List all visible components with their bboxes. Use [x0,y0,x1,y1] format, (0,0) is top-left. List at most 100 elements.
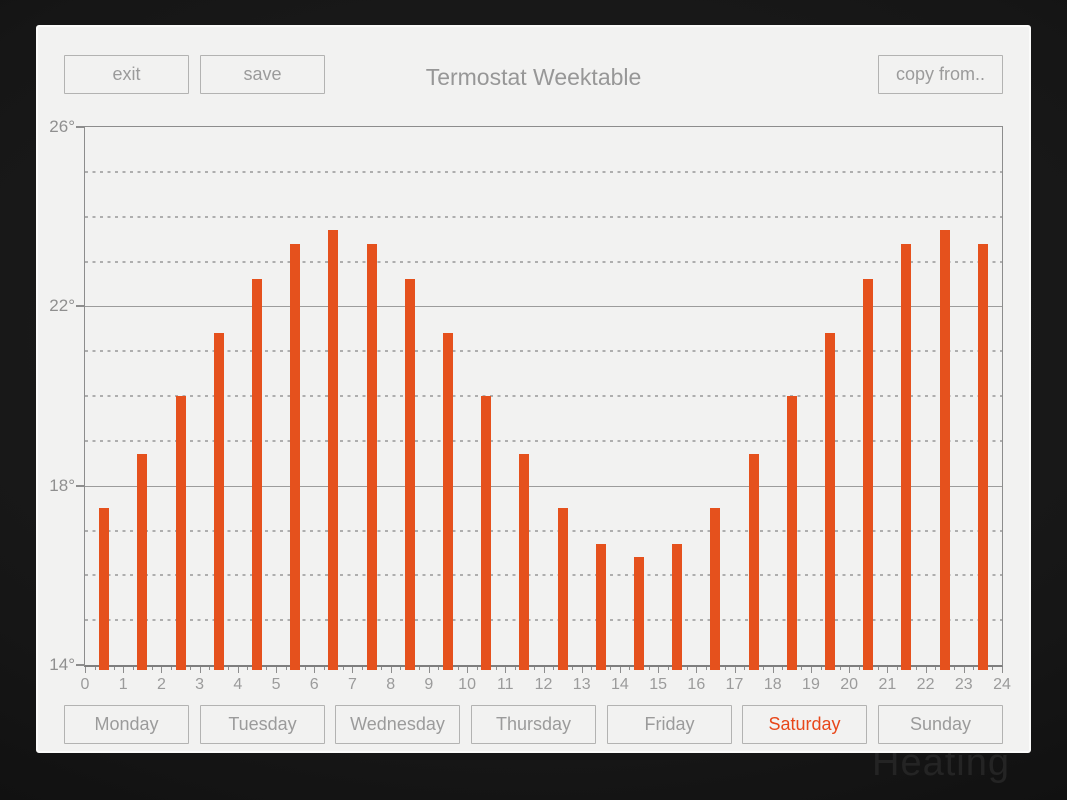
x-axis-tick [352,667,354,673]
bar-hour-13[interactable] [595,543,606,670]
bar-hour-23[interactable] [977,243,988,670]
bar-hour-5[interactable] [290,243,301,670]
bar-hour-16[interactable] [710,508,721,670]
bar-hour-7[interactable] [366,243,377,670]
x-axis-tick [123,667,125,673]
x-axis-tick [314,667,316,673]
bar-hour-6[interactable] [328,230,339,670]
day-tab-friday[interactable]: Friday [607,705,732,744]
x-axis-tick [85,667,86,673]
x-axis-minor-tick [877,667,879,670]
x-axis-minor-tick [438,667,440,670]
x-axis-tick [505,667,507,673]
day-tab-tuesday[interactable]: Tuesday [200,705,325,744]
gridline-solid-18 [85,485,1002,487]
x-axis-minor-tick [476,667,478,670]
day-tab-sunday[interactable]: Sunday [878,705,1003,744]
x-axis-label-12: 12 [534,676,553,693]
bar-hour-15[interactable] [672,543,683,670]
x-axis-minor-tick [935,667,937,670]
bar-hour-4[interactable] [251,279,262,670]
copy-from-button[interactable]: copy from.. [878,55,1003,94]
gridline-dashed-19 [85,439,1002,442]
x-axis-minor-tick [992,667,994,670]
y-axis-label-22: 22° [49,296,75,316]
y-axis-label-14: 14° [49,655,75,674]
gridline-solid-22 [85,306,1002,308]
x-axis-tick [581,667,583,673]
x-axis-minor-tick [686,667,688,670]
x-axis-label-15: 15 [649,676,668,693]
x-axis-minor-tick [954,667,956,670]
thermostat-weektable-panel: exit save Termostat Weektable copy from.… [36,25,1031,753]
x-axis-tick [772,667,774,673]
x-axis-minor-tick [209,667,211,670]
x-axis-tick [467,667,469,673]
page-title: Termostat Weektable [425,64,642,90]
bar-hour-11[interactable] [519,454,530,670]
x-axis-minor-tick [801,667,803,670]
bar-hour-22[interactable] [939,230,950,670]
x-axis-label-14: 14 [611,676,629,693]
y-axis-tick [76,305,85,308]
x-axis-minor-tick [820,667,822,670]
x-axis-label-1: 1 [118,676,128,693]
x-axis-label-23: 23 [954,676,973,693]
x-axis-minor-tick [553,667,555,670]
x-axis-tick [963,667,965,673]
x-axis-label-13: 13 [572,676,591,693]
x-axis-minor-tick [285,667,287,670]
x-axis-minor-tick [610,667,612,670]
x-axis-tick [696,667,698,673]
bar-hour-8[interactable] [404,279,415,670]
bar-hour-21[interactable] [901,243,912,670]
x-axis-minor-tick [113,667,115,670]
x-axis-tick [276,667,278,673]
x-axis-minor-tick [782,667,784,670]
x-axis-tick [658,667,660,673]
exit-button[interactable]: exit [64,55,189,94]
bar-hour-14[interactable] [634,557,645,670]
save-button[interactable]: save [200,55,325,94]
x-axis-minor-tick [228,667,230,670]
bar-hour-12[interactable] [557,508,568,670]
x-axis-label-4: 4 [233,676,243,693]
x-axis-tick [1002,667,1003,673]
day-tab-monday[interactable]: Monday [64,705,189,744]
x-axis-minor-tick [266,667,268,670]
gridline-dashed-21 [85,350,1002,353]
gridline-dashed-24 [85,215,1002,218]
x-axis-minor-tick [916,667,918,670]
gridline-dashed-16 [85,574,1002,577]
bar-hour-10[interactable] [481,396,492,670]
day-tab-thursday[interactable]: Thursday [471,705,596,744]
day-tab-wednesday[interactable]: Wednesday [335,705,460,744]
x-axis-label-9: 9 [424,676,434,693]
x-axis-tick [619,667,621,673]
bar-hour-20[interactable] [863,279,874,670]
x-axis-minor-tick [629,667,631,670]
bar-hour-18[interactable] [786,396,797,670]
x-axis-minor-tick [495,667,497,670]
x-axis-minor-tick [170,667,172,670]
x-axis-minor-tick [763,667,765,670]
day-tab-saturday[interactable]: Saturday [742,705,867,744]
x-axis-label-6: 6 [309,676,319,693]
x-axis-minor-tick [839,667,841,670]
bar-hour-17[interactable] [748,454,759,670]
bar-hour-9[interactable] [442,333,453,670]
x-axis-label-19: 19 [802,676,820,693]
x-axis-label-11: 11 [496,676,514,693]
x-axis-tick [161,667,163,673]
bar-hour-0[interactable] [99,508,110,670]
x-axis-label-5: 5 [271,676,281,693]
x-axis-tick [925,667,927,673]
bar-hour-2[interactable] [175,396,186,670]
x-axis-minor-tick [362,667,363,670]
x-axis-minor-tick [648,667,650,670]
bar-hour-3[interactable] [213,333,224,670]
x-axis-minor-tick [591,667,593,670]
bar-hour-1[interactable] [137,454,148,670]
x-axis-minor-tick [304,667,306,670]
bar-hour-19[interactable] [825,333,836,670]
